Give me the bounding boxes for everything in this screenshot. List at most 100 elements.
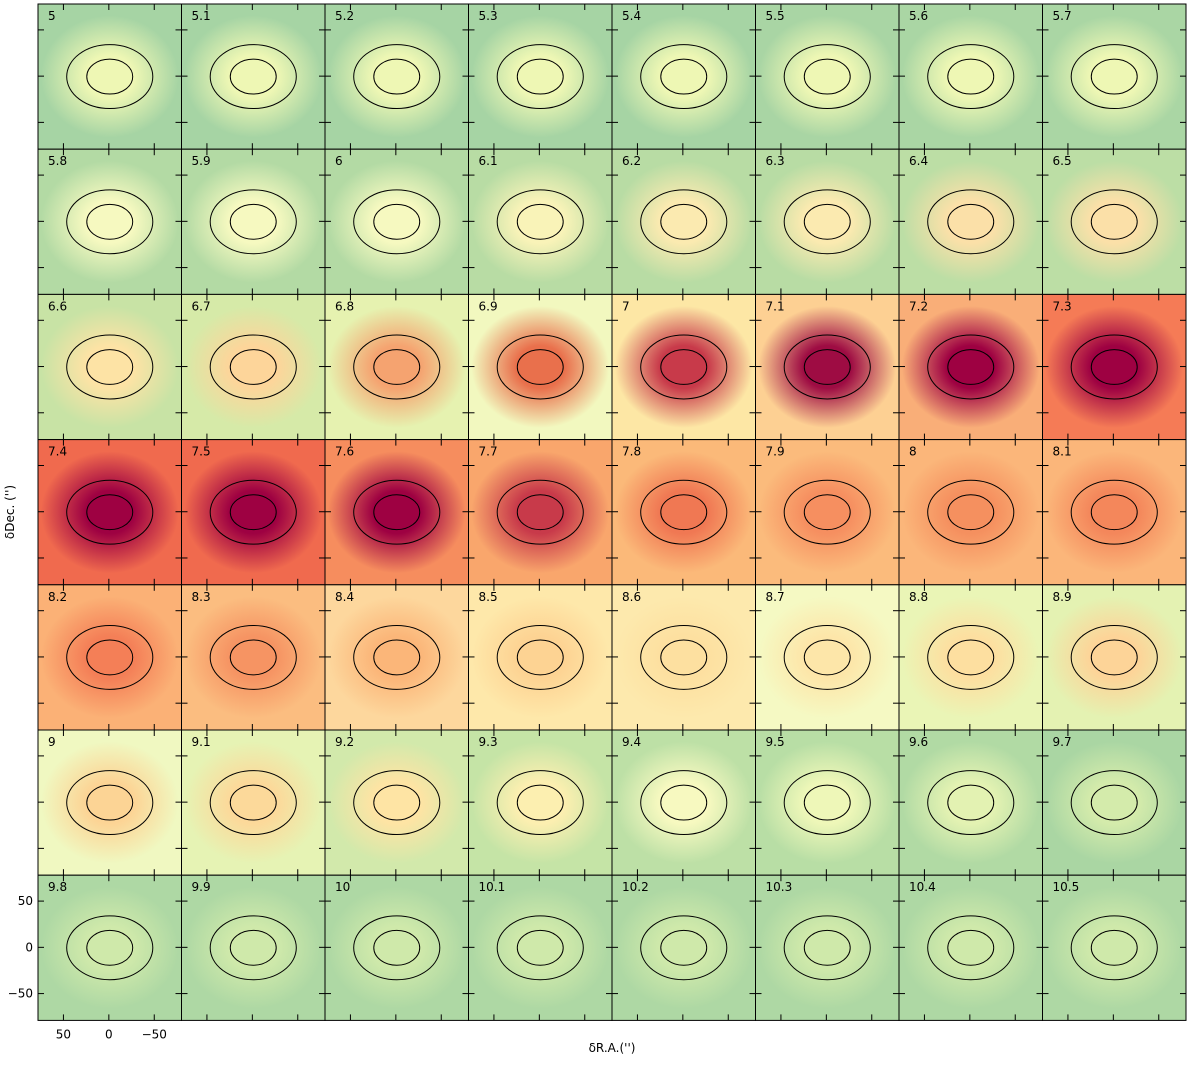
contour: [1090, 203, 1138, 240]
contour: [66, 334, 154, 400]
panel-label: 5.6: [909, 9, 928, 23]
emission: [327, 306, 466, 428]
emission: [1045, 741, 1184, 864]
x-axis-label: δR.A.(''): [589, 1041, 636, 1055]
contour: [353, 479, 441, 545]
panel-label: 8.4: [335, 590, 354, 604]
contour: [783, 334, 871, 400]
emission: [184, 15, 323, 138]
emission: [758, 451, 897, 574]
emission: [614, 15, 753, 138]
emission: [901, 886, 1040, 1009]
panel-label: 5: [48, 9, 56, 23]
emission: [327, 886, 466, 1009]
emission: [901, 741, 1040, 864]
panel-label: 8.9: [1053, 590, 1072, 604]
contour: [516, 203, 564, 240]
panel-label: 7.8: [622, 445, 641, 459]
contour: [1090, 349, 1138, 385]
contour: [516, 784, 564, 821]
panel-label: 7.6: [335, 445, 354, 459]
emission: [614, 741, 753, 864]
contour: [229, 349, 277, 385]
contour: [66, 915, 154, 981]
panel-label: 7.1: [766, 299, 785, 313]
contour: [927, 479, 1015, 545]
contour: [1090, 929, 1138, 966]
contour: [353, 334, 441, 400]
panel-label: 10.5: [1053, 880, 1080, 894]
emission: [471, 451, 610, 574]
panel-label: 9.8: [48, 880, 67, 894]
emission: [327, 451, 466, 574]
panel-label: 8: [909, 445, 917, 459]
contour: [373, 929, 421, 966]
emission: [1045, 160, 1184, 283]
contour: [353, 770, 441, 836]
contour: [353, 624, 441, 690]
panel-label: 7.4: [48, 445, 67, 459]
panel-label: 5.3: [479, 9, 498, 23]
emission: [471, 886, 610, 1009]
emission: [40, 160, 179, 283]
contour: [209, 915, 297, 981]
panel-label: 6.4: [909, 154, 928, 168]
contour: [496, 915, 584, 981]
panel-label: 9.1: [192, 735, 211, 749]
panel-label: 5.4: [622, 9, 641, 23]
contour: [1090, 784, 1138, 821]
contour: [640, 479, 728, 545]
panel-label: 8.7: [766, 590, 785, 604]
emission: [901, 160, 1040, 283]
contour: [927, 334, 1015, 400]
contour: [947, 639, 995, 676]
x-tick-label: 50: [56, 1027, 71, 1041]
contour: [373, 349, 421, 385]
panel-label: 7.7: [479, 445, 498, 459]
emission: [758, 741, 897, 864]
panel-label: 5.7: [1053, 9, 1072, 23]
contour: [660, 929, 708, 966]
contour: [66, 44, 154, 110]
x-tick-label: −50: [142, 1027, 167, 1041]
panel-label: 7.5: [192, 445, 211, 459]
contour: [947, 784, 995, 821]
contour: [516, 494, 564, 531]
panel-label: 6.1: [479, 154, 498, 168]
panel-label: 6.5: [1053, 154, 1072, 168]
contour: [803, 929, 851, 966]
panel-label: 9.9: [192, 880, 211, 894]
emission: [614, 451, 753, 574]
contour: [209, 189, 297, 255]
panel-label: 6.9: [479, 299, 498, 313]
contour: [1070, 189, 1158, 255]
panel-label: 5.1: [192, 9, 211, 23]
panel-label: 7.9: [766, 445, 785, 459]
contour: [947, 349, 995, 385]
contour: [516, 929, 564, 966]
emission: [184, 451, 323, 574]
contour: [640, 189, 728, 255]
contour: [86, 58, 134, 95]
contour: [640, 334, 728, 400]
contour: [86, 349, 134, 385]
contour: [783, 624, 871, 690]
contour: [783, 479, 871, 545]
emission: [471, 596, 610, 719]
contour: [1070, 479, 1158, 545]
contour: [229, 203, 277, 240]
contour: [1090, 494, 1138, 531]
contour: [229, 58, 277, 95]
panel-label: 10.4: [909, 880, 936, 894]
contour: [803, 494, 851, 531]
emission: [901, 596, 1040, 719]
contour: [373, 639, 421, 676]
contour: [516, 58, 564, 95]
panel-label: 6.3: [766, 154, 785, 168]
panel-label: 6.2: [622, 154, 641, 168]
emission: [327, 160, 466, 283]
panel-label: 9.4: [622, 735, 641, 749]
contour: [640, 770, 728, 836]
contour: [86, 203, 134, 240]
